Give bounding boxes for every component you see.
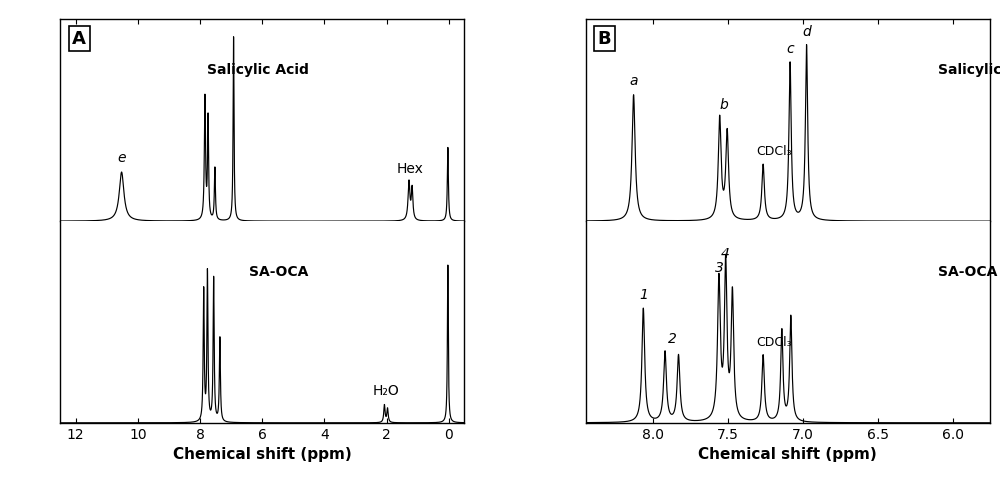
Text: CDCl₃: CDCl₃: [757, 145, 792, 158]
Text: c: c: [786, 42, 794, 56]
X-axis label: Chemical shift (ppm): Chemical shift (ppm): [173, 447, 352, 462]
X-axis label: Chemical shift (ppm): Chemical shift (ppm): [698, 447, 877, 462]
Text: H₂O: H₂O: [373, 384, 399, 398]
Text: B: B: [598, 30, 611, 48]
Text: d: d: [802, 25, 811, 39]
Text: a: a: [629, 74, 638, 88]
Text: A: A: [72, 30, 86, 48]
Text: 4: 4: [721, 247, 730, 261]
Text: Salicylic Acid: Salicylic Acid: [938, 63, 1000, 77]
Text: 3: 3: [714, 261, 723, 276]
Text: SA-OCA: SA-OCA: [938, 265, 997, 279]
Text: Salicylic Acid: Salicylic Acid: [207, 63, 309, 77]
Text: b: b: [719, 98, 728, 112]
Text: e: e: [117, 151, 126, 165]
Text: Hex: Hex: [397, 161, 424, 175]
Text: CDCl₃: CDCl₃: [757, 336, 792, 349]
Text: 1: 1: [639, 288, 648, 302]
Text: SA-OCA: SA-OCA: [249, 265, 309, 279]
Text: 2: 2: [668, 331, 677, 346]
